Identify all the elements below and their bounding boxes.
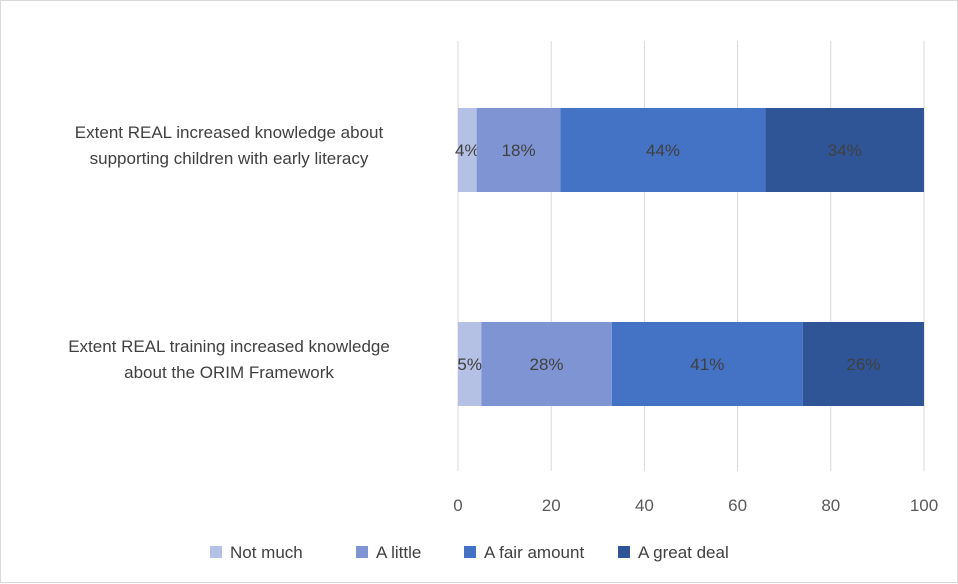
data-label: 28% <box>530 355 564 374</box>
data-label: 41% <box>690 355 724 374</box>
bar-segment <box>458 108 477 192</box>
bar-segment <box>476 108 561 192</box>
legend-label: Not much <box>230 543 303 562</box>
bar-segment <box>611 322 803 406</box>
x-tick-label: 100 <box>910 496 938 515</box>
bar-segment <box>802 322 924 406</box>
category-label: Extent REAL training increased knowledge… <box>68 337 390 382</box>
legend-label: A little <box>376 543 421 562</box>
data-label: 4% <box>455 141 480 160</box>
bar-segment <box>481 322 612 406</box>
legend-label: A great deal <box>638 543 729 562</box>
data-label: 44% <box>646 141 680 160</box>
x-tick-label: 60 <box>728 496 747 515</box>
legend-swatch <box>618 546 630 558</box>
x-tick-label: 80 <box>821 496 840 515</box>
category-label: Extent REAL increased knowledge about sup… <box>75 123 384 168</box>
x-tick-label: 20 <box>542 496 561 515</box>
bar-segment <box>458 322 482 406</box>
x-tick-label: 40 <box>635 496 654 515</box>
data-label: 5% <box>457 355 482 374</box>
legend-label: A fair amount <box>484 543 584 562</box>
data-label: 34% <box>828 141 862 160</box>
legend-swatch <box>464 546 476 558</box>
bar-segment <box>765 108 924 192</box>
x-tick-label: 0 <box>453 496 462 515</box>
bar-segment <box>560 108 766 192</box>
data-label: 26% <box>846 355 880 374</box>
data-label: 18% <box>502 141 536 160</box>
legend-swatch <box>210 546 222 558</box>
legend-swatch <box>356 546 368 558</box>
